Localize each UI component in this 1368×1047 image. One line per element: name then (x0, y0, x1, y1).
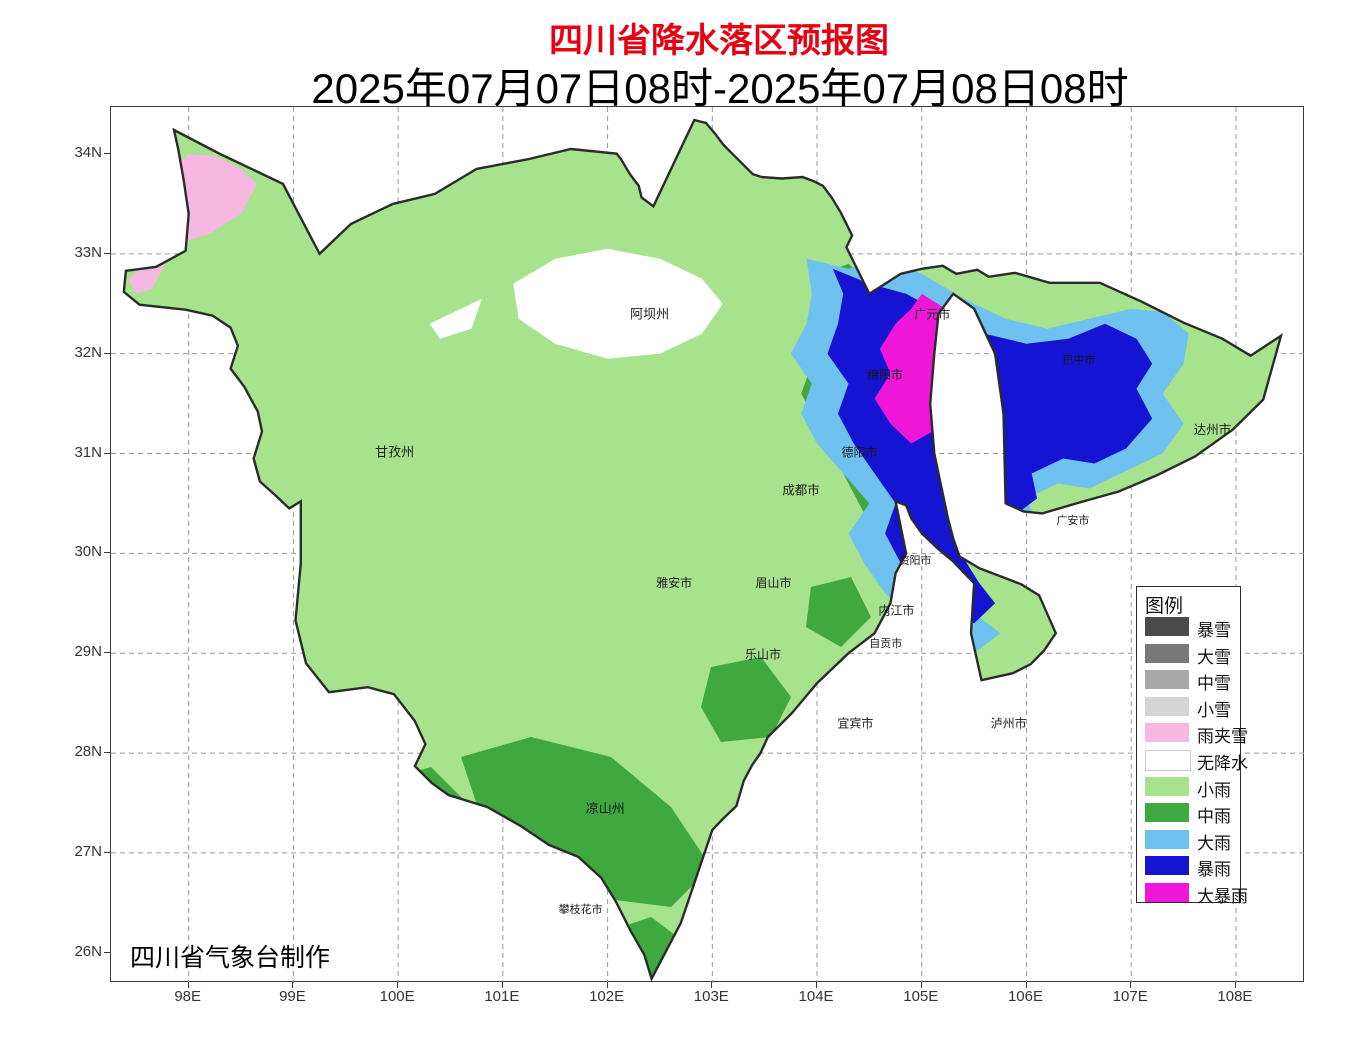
svg-text:成都市: 成都市 (782, 483, 820, 498)
svg-text:绵阳市: 绵阳市 (867, 367, 903, 382)
svg-text:资阳市: 资阳市 (899, 553, 932, 567)
svg-text:达州市: 达州市 (1194, 422, 1232, 437)
svg-text:雅安市: 雅安市 (656, 575, 692, 590)
svg-text:乐山市: 乐山市 (745, 647, 781, 662)
svg-text:巴中市: 巴中市 (1062, 353, 1095, 367)
svg-text:泸州市: 泸州市 (991, 716, 1027, 731)
svg-text:宜宾市: 宜宾市 (837, 716, 873, 731)
svg-text:广安市: 广安市 (1056, 513, 1089, 527)
svg-text:眉山市: 眉山市 (755, 575, 791, 590)
svg-text:甘孜州: 甘孜州 (375, 445, 414, 460)
svg-text:内江市: 内江市 (878, 603, 914, 618)
svg-text:攀枝花市: 攀枝花市 (559, 902, 603, 916)
svg-text:阿坝州: 阿坝州 (630, 307, 669, 322)
svg-text:德阳市: 德阳市 (841, 445, 877, 460)
svg-text:凉山州: 凉山州 (586, 801, 625, 816)
svg-text:广元市: 广元市 (914, 307, 950, 322)
svg-text:自贡市: 自贡市 (869, 636, 902, 650)
